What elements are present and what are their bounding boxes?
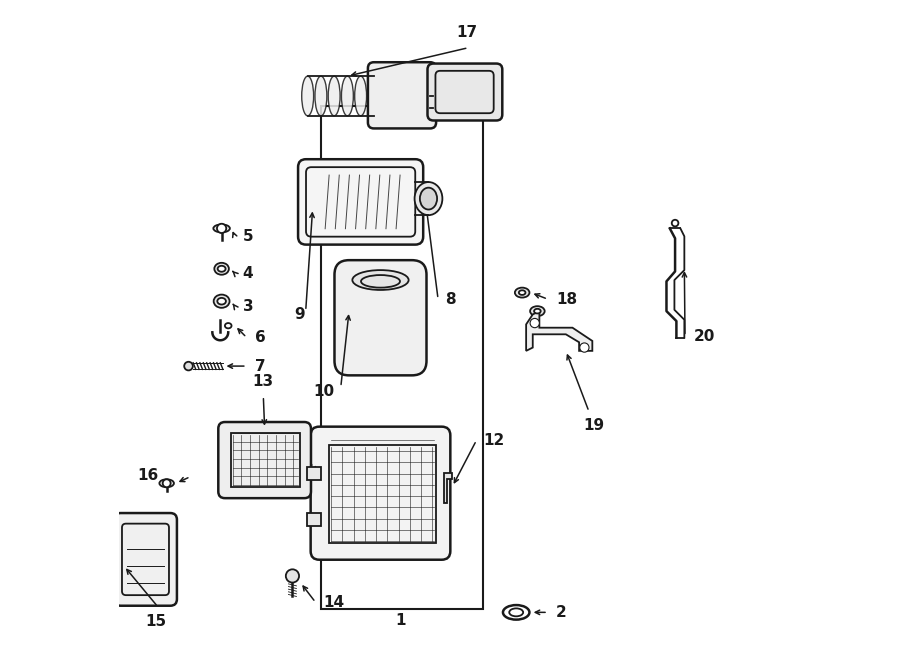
Ellipse shape	[515, 287, 529, 297]
Text: 8: 8	[445, 292, 455, 307]
Text: 5: 5	[243, 230, 254, 244]
Ellipse shape	[328, 76, 340, 116]
Ellipse shape	[214, 263, 229, 275]
Bar	[307, 467, 320, 480]
Bar	[321, 106, 483, 609]
Text: 15: 15	[145, 614, 166, 630]
Circle shape	[286, 569, 299, 583]
FancyBboxPatch shape	[114, 513, 177, 606]
Text: 12: 12	[483, 433, 504, 448]
Text: 14: 14	[324, 595, 345, 610]
Ellipse shape	[213, 224, 230, 232]
Text: 4: 4	[243, 266, 254, 281]
Text: 19: 19	[584, 418, 605, 434]
Ellipse shape	[217, 298, 226, 305]
Ellipse shape	[355, 76, 366, 116]
Ellipse shape	[341, 76, 354, 116]
Bar	[329, 445, 436, 543]
Text: 1: 1	[395, 613, 406, 628]
Text: 10: 10	[313, 385, 334, 399]
Ellipse shape	[159, 479, 174, 487]
Polygon shape	[444, 473, 452, 503]
Text: 11: 11	[284, 459, 306, 474]
Ellipse shape	[302, 76, 313, 116]
Text: 6: 6	[255, 330, 266, 345]
FancyBboxPatch shape	[368, 62, 436, 128]
Circle shape	[580, 343, 589, 352]
Text: 20: 20	[694, 329, 715, 344]
FancyBboxPatch shape	[298, 160, 423, 245]
Bar	[231, 433, 300, 487]
Ellipse shape	[353, 270, 409, 290]
Text: 9: 9	[293, 307, 304, 322]
FancyBboxPatch shape	[219, 422, 311, 498]
Text: 3: 3	[243, 299, 254, 314]
Text: 2: 2	[556, 605, 567, 620]
Ellipse shape	[225, 323, 231, 328]
Ellipse shape	[368, 76, 380, 116]
FancyBboxPatch shape	[335, 260, 427, 375]
Ellipse shape	[420, 188, 437, 209]
Ellipse shape	[218, 265, 226, 271]
Ellipse shape	[415, 182, 443, 215]
Circle shape	[671, 220, 679, 226]
Ellipse shape	[518, 290, 526, 295]
Text: 16: 16	[138, 468, 158, 483]
Polygon shape	[526, 311, 592, 351]
Ellipse shape	[213, 295, 230, 308]
Circle shape	[217, 224, 226, 233]
Ellipse shape	[184, 361, 193, 371]
Text: 7: 7	[255, 359, 266, 373]
Text: 17: 17	[456, 25, 478, 40]
Circle shape	[163, 479, 171, 487]
Text: 18: 18	[556, 292, 577, 307]
Bar	[307, 513, 320, 526]
Text: 13: 13	[253, 373, 274, 389]
Ellipse shape	[315, 76, 327, 116]
Circle shape	[530, 318, 539, 328]
Ellipse shape	[534, 308, 541, 314]
FancyBboxPatch shape	[310, 427, 450, 560]
Ellipse shape	[530, 306, 544, 316]
FancyBboxPatch shape	[428, 64, 502, 120]
